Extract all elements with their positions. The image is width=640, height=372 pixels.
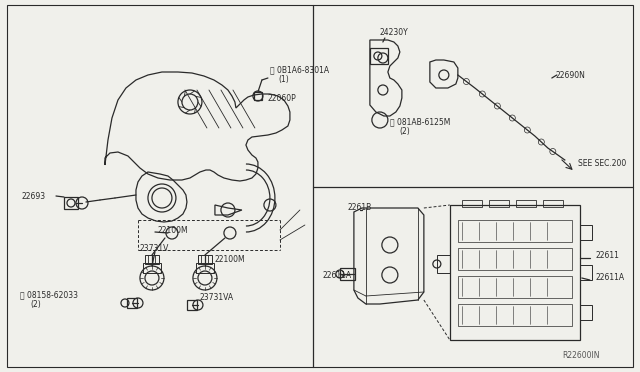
Bar [458, 248, 572, 270]
Bar [489, 200, 509, 207]
Text: (2): (2) [400, 126, 411, 135]
Text: 22693: 22693 [22, 192, 46, 201]
Bar [145, 255, 159, 264]
Bar [580, 305, 592, 320]
Text: (2): (2) [30, 301, 41, 310]
Text: 22690N: 22690N [556, 71, 586, 80]
Text: Ⓐ 081AB-6125M: Ⓐ 081AB-6125M [390, 118, 451, 126]
Text: Ⓑ 08158-62033: Ⓑ 08158-62033 [20, 291, 78, 299]
Text: 22100M: 22100M [158, 225, 189, 234]
Text: 23731VA: 23731VA [200, 294, 234, 302]
Text: 22060P: 22060P [268, 93, 297, 103]
Bar [196, 263, 214, 273]
Text: 2261B: 2261B [348, 202, 372, 212]
Bar [462, 200, 482, 207]
Text: 22611A: 22611A [323, 272, 352, 280]
Bar [516, 200, 536, 207]
Bar [450, 205, 580, 340]
Text: Ⓑ 0B1A6-8301A: Ⓑ 0B1A6-8301A [270, 65, 329, 74]
Bar [580, 225, 592, 240]
Bar [580, 265, 592, 280]
Bar [340, 268, 355, 280]
Bar [458, 276, 572, 298]
Bar [198, 255, 212, 264]
Bar [64, 197, 78, 209]
Bar [187, 300, 197, 310]
Bar [458, 304, 572, 326]
Text: 23731V: 23731V [140, 244, 170, 253]
Text: (1): (1) [278, 74, 289, 83]
Text: R22600IN: R22600IN [562, 350, 599, 359]
Bar [143, 263, 161, 273]
Bar [437, 255, 450, 273]
Bar [254, 92, 262, 100]
Text: SEE SEC.200: SEE SEC.200 [578, 158, 626, 167]
Bar [370, 48, 388, 64]
Text: 24230Y: 24230Y [380, 28, 408, 36]
Text: 22611: 22611 [596, 250, 620, 260]
Bar [127, 298, 137, 308]
Bar [543, 200, 563, 207]
Text: 22100M: 22100M [215, 256, 246, 264]
Bar [458, 220, 572, 242]
Text: 22611A: 22611A [596, 273, 625, 282]
